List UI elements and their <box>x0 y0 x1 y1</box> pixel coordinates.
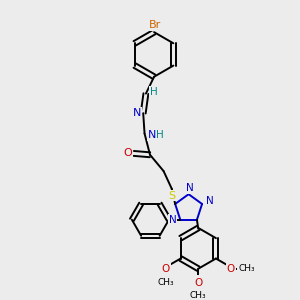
Text: N: N <box>206 196 214 206</box>
Text: N: N <box>186 183 194 193</box>
Text: O: O <box>194 278 202 288</box>
Text: CH₃: CH₃ <box>238 264 255 273</box>
Text: CH₃: CH₃ <box>190 291 207 300</box>
Text: O: O <box>161 264 170 274</box>
Text: H: H <box>150 87 158 97</box>
Text: N: N <box>133 108 141 118</box>
Text: Br: Br <box>149 20 162 30</box>
Text: S: S <box>168 190 175 201</box>
Text: N: N <box>169 215 177 225</box>
Text: H: H <box>157 130 164 140</box>
Text: N: N <box>148 130 156 140</box>
Text: CH₃: CH₃ <box>158 278 174 287</box>
Text: O: O <box>227 264 235 274</box>
Text: O: O <box>123 148 132 158</box>
